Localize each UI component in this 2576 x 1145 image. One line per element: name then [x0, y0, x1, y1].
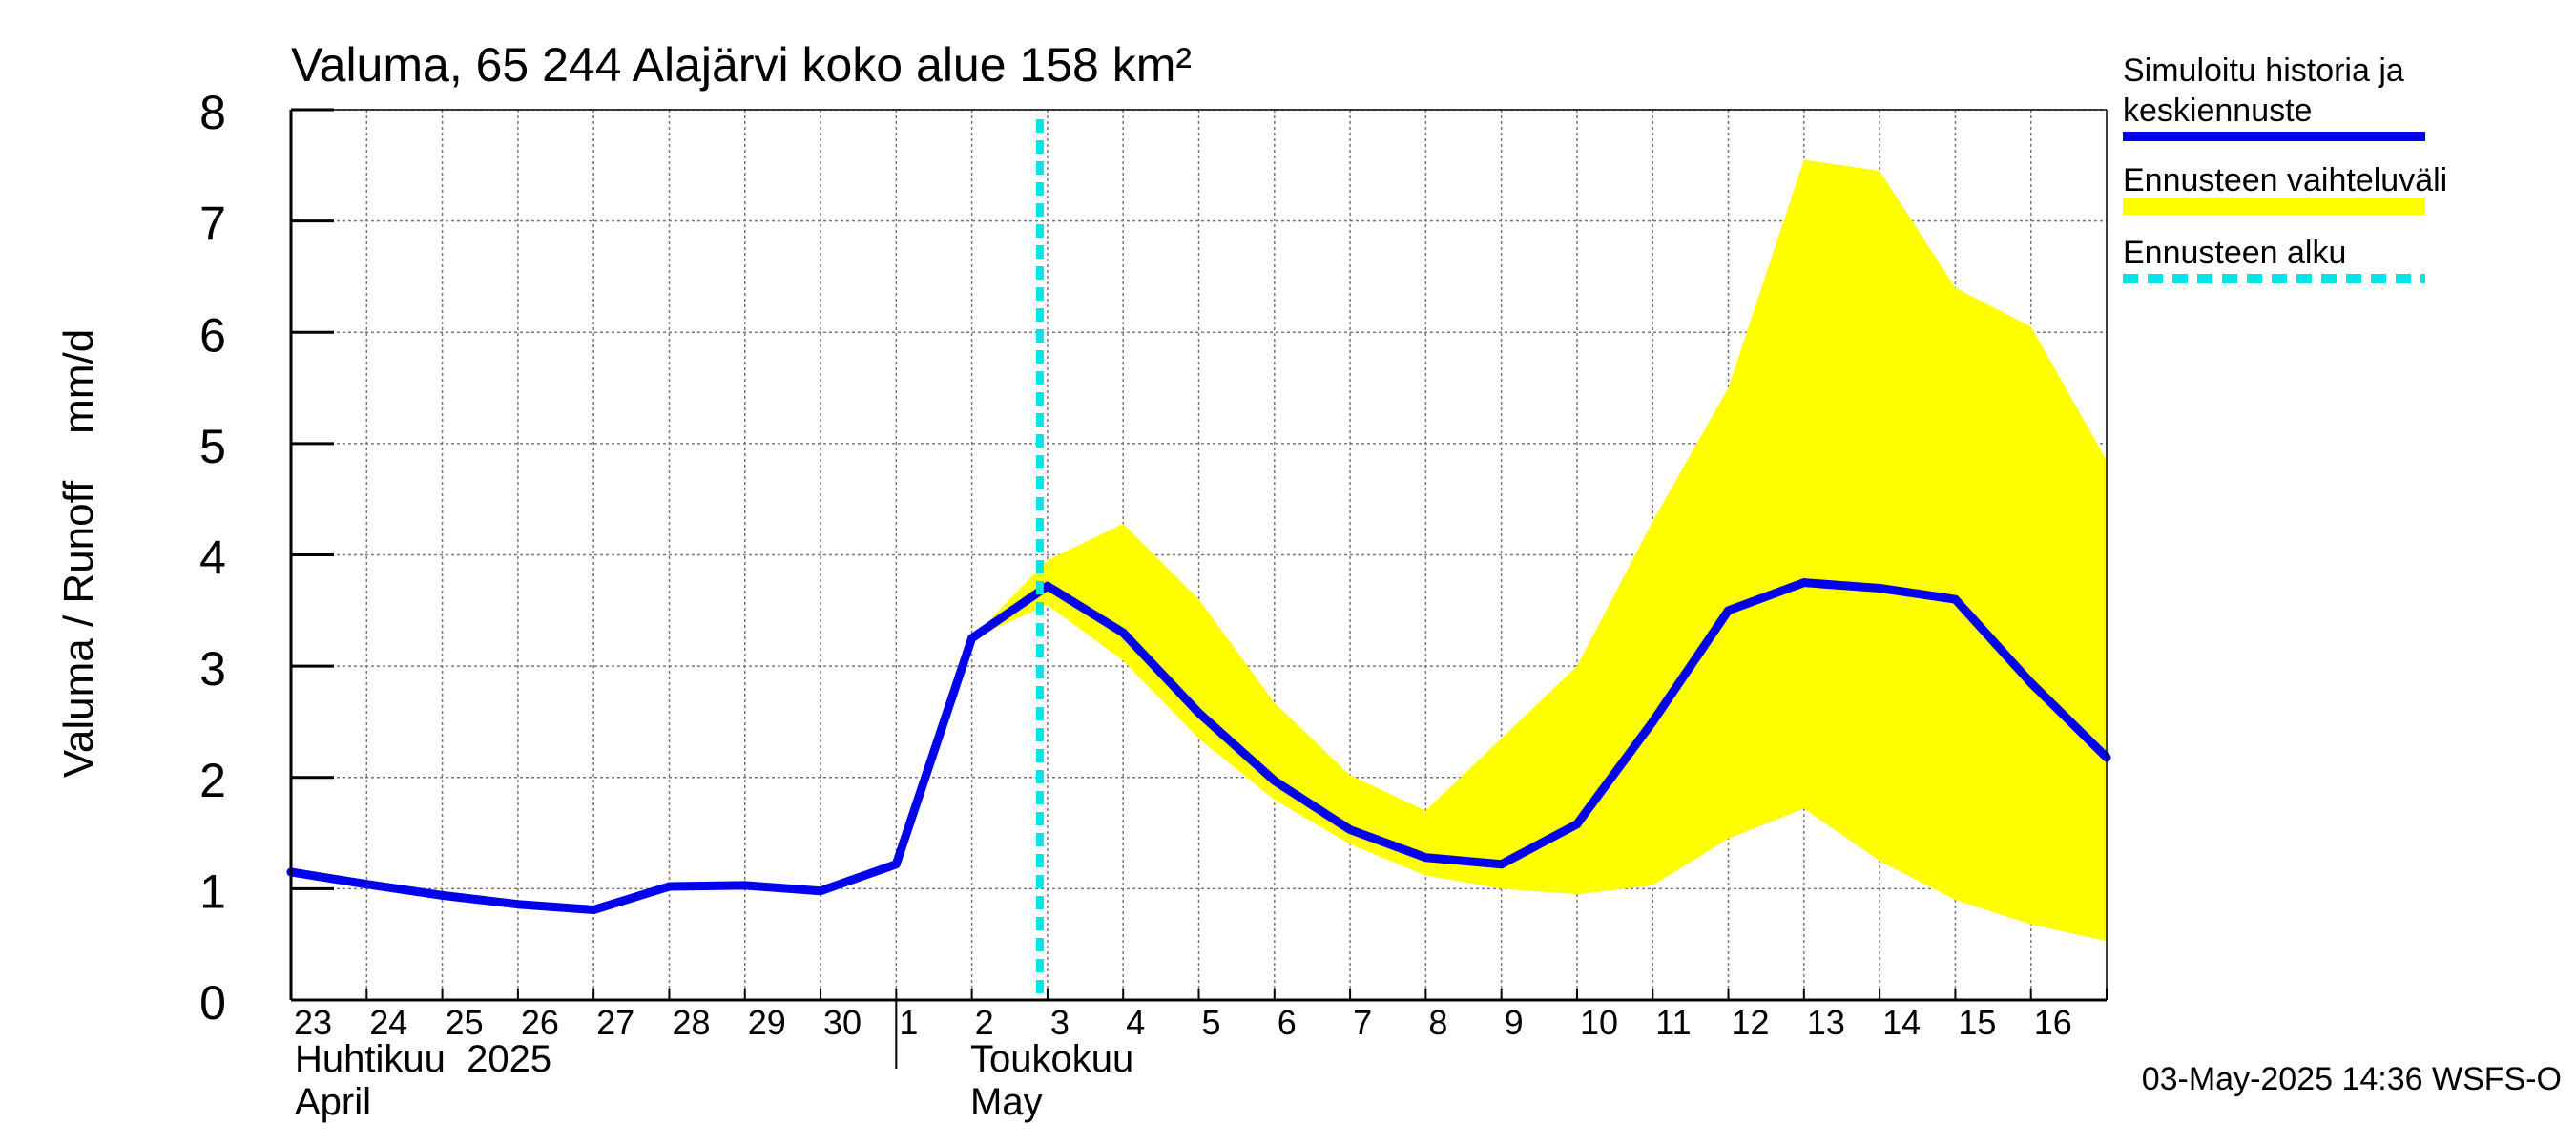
x-tick-label-26: 26 — [521, 1003, 559, 1042]
data-point-8 — [891, 860, 901, 869]
simulated-history-series — [286, 578, 2111, 915]
y-tick-label-2: 2 — [199, 754, 226, 807]
data-point-7 — [816, 886, 825, 896]
data-point-23 — [2026, 678, 2036, 688]
data-point-21 — [1875, 583, 1884, 593]
y-tick-label-3: 3 — [199, 642, 226, 696]
data-point-17 — [1572, 820, 1582, 829]
data-point-5 — [664, 882, 674, 891]
legend-label-forecast-start: Ennusteen alku — [2123, 235, 2346, 271]
x-tick-labels: 23 24 25 26 27 28 29 30 1 2 3 4 5 6 7 8 9 10 11 12 13 14 15 16 — [294, 1003, 2072, 1042]
x-tick-label-7: 7 — [1353, 1003, 1372, 1042]
x-tick-label-25: 25 — [446, 1003, 484, 1042]
x-tick-label-14: 14 — [1882, 1003, 1921, 1042]
chart-title: Valuma, 65 244 Alajärvi koko alue 158 km… — [291, 38, 1192, 92]
x-tick-label-3: 3 — [1050, 1003, 1070, 1042]
data-point-14 — [1345, 825, 1355, 835]
data-point-9 — [967, 634, 977, 643]
month-label-may-fi: Toukokuu — [970, 1038, 1133, 1080]
x-tick-label-10: 10 — [1580, 1003, 1618, 1042]
y-tick-label-7: 7 — [199, 198, 226, 251]
month-label-april-fi: Huhtikuu 2025 — [295, 1038, 551, 1080]
y-tick-label-6: 6 — [199, 308, 226, 362]
x-tick-label-9: 9 — [1505, 1003, 1524, 1042]
data-point-1 — [362, 880, 371, 889]
axes — [289, 108, 2108, 1069]
y-tick-label-0: 0 — [199, 976, 226, 1030]
x-tick-label-2: 2 — [975, 1003, 994, 1042]
forecast-range-area — [971, 159, 2107, 942]
data-point-20 — [1799, 578, 1809, 588]
y-tick-label-4: 4 — [199, 531, 226, 585]
x-tick-label-4: 4 — [1126, 1003, 1145, 1042]
legend-label-simulated-line1: Simuloitu historia ja — [2123, 52, 2404, 89]
forecast-range-band — [971, 159, 2107, 942]
x-tick-label-8: 8 — [1428, 1003, 1447, 1042]
data-point-12 — [1195, 708, 1203, 718]
x-tick-label-15: 15 — [1958, 1003, 1996, 1042]
y-tick-label-1: 1 — [199, 864, 226, 918]
x-tick-label-24: 24 — [369, 1003, 407, 1042]
x-tick-label-28: 28 — [672, 1003, 710, 1042]
data-point-15 — [1421, 853, 1430, 863]
data-point-4 — [589, 906, 598, 915]
data-point-6 — [740, 881, 750, 890]
data-point-10 — [1043, 581, 1052, 591]
data-point-19 — [1724, 606, 1734, 615]
data-point-11 — [1118, 628, 1128, 637]
data-point-16 — [1497, 860, 1506, 869]
x-tick-label-27: 27 — [596, 1003, 634, 1042]
legend-label-simulated-line2: keskiennuste — [2123, 93, 2312, 129]
y-tick-label-8: 8 — [199, 86, 226, 139]
legend-label-range: Ennusteen vaihteluväli — [2123, 162, 2447, 198]
x-tick-label-23: 23 — [294, 1003, 332, 1042]
month-label-may-en: May — [970, 1081, 1043, 1123]
data-point-3 — [513, 900, 523, 909]
x-tick-label-16: 16 — [2034, 1003, 2072, 1042]
x-tick-label-13: 13 — [1807, 1003, 1845, 1042]
data-point-2 — [438, 890, 447, 900]
footer-timestamp: 03-May-2025 14:36 WSFS-O — [2142, 1061, 2562, 1097]
data-point-18 — [1648, 717, 1657, 726]
y-tick-labels: 0 1 2 3 4 5 6 7 8 — [199, 86, 226, 1030]
x-tick-label-6: 6 — [1278, 1003, 1297, 1042]
x-tick-label-30: 30 — [823, 1003, 862, 1042]
data-point-22 — [1950, 594, 1960, 604]
month-label-april-en: April — [295, 1081, 371, 1123]
x-tick-label-29: 29 — [748, 1003, 786, 1042]
x-tick-label-12: 12 — [1732, 1003, 1770, 1042]
x-tick-label-1: 1 — [899, 1003, 918, 1042]
y-axis-label: Valuma / Runoff mm/d — [55, 329, 102, 778]
x-tick-label-5: 5 — [1202, 1003, 1221, 1042]
x-tick-label-11: 11 — [1655, 1003, 1691, 1042]
data-point-13 — [1270, 776, 1279, 785]
legend: Simuloitu historia ja keskiennuste Ennus… — [2123, 52, 2447, 283]
y-tick-label-5: 5 — [199, 420, 226, 473]
